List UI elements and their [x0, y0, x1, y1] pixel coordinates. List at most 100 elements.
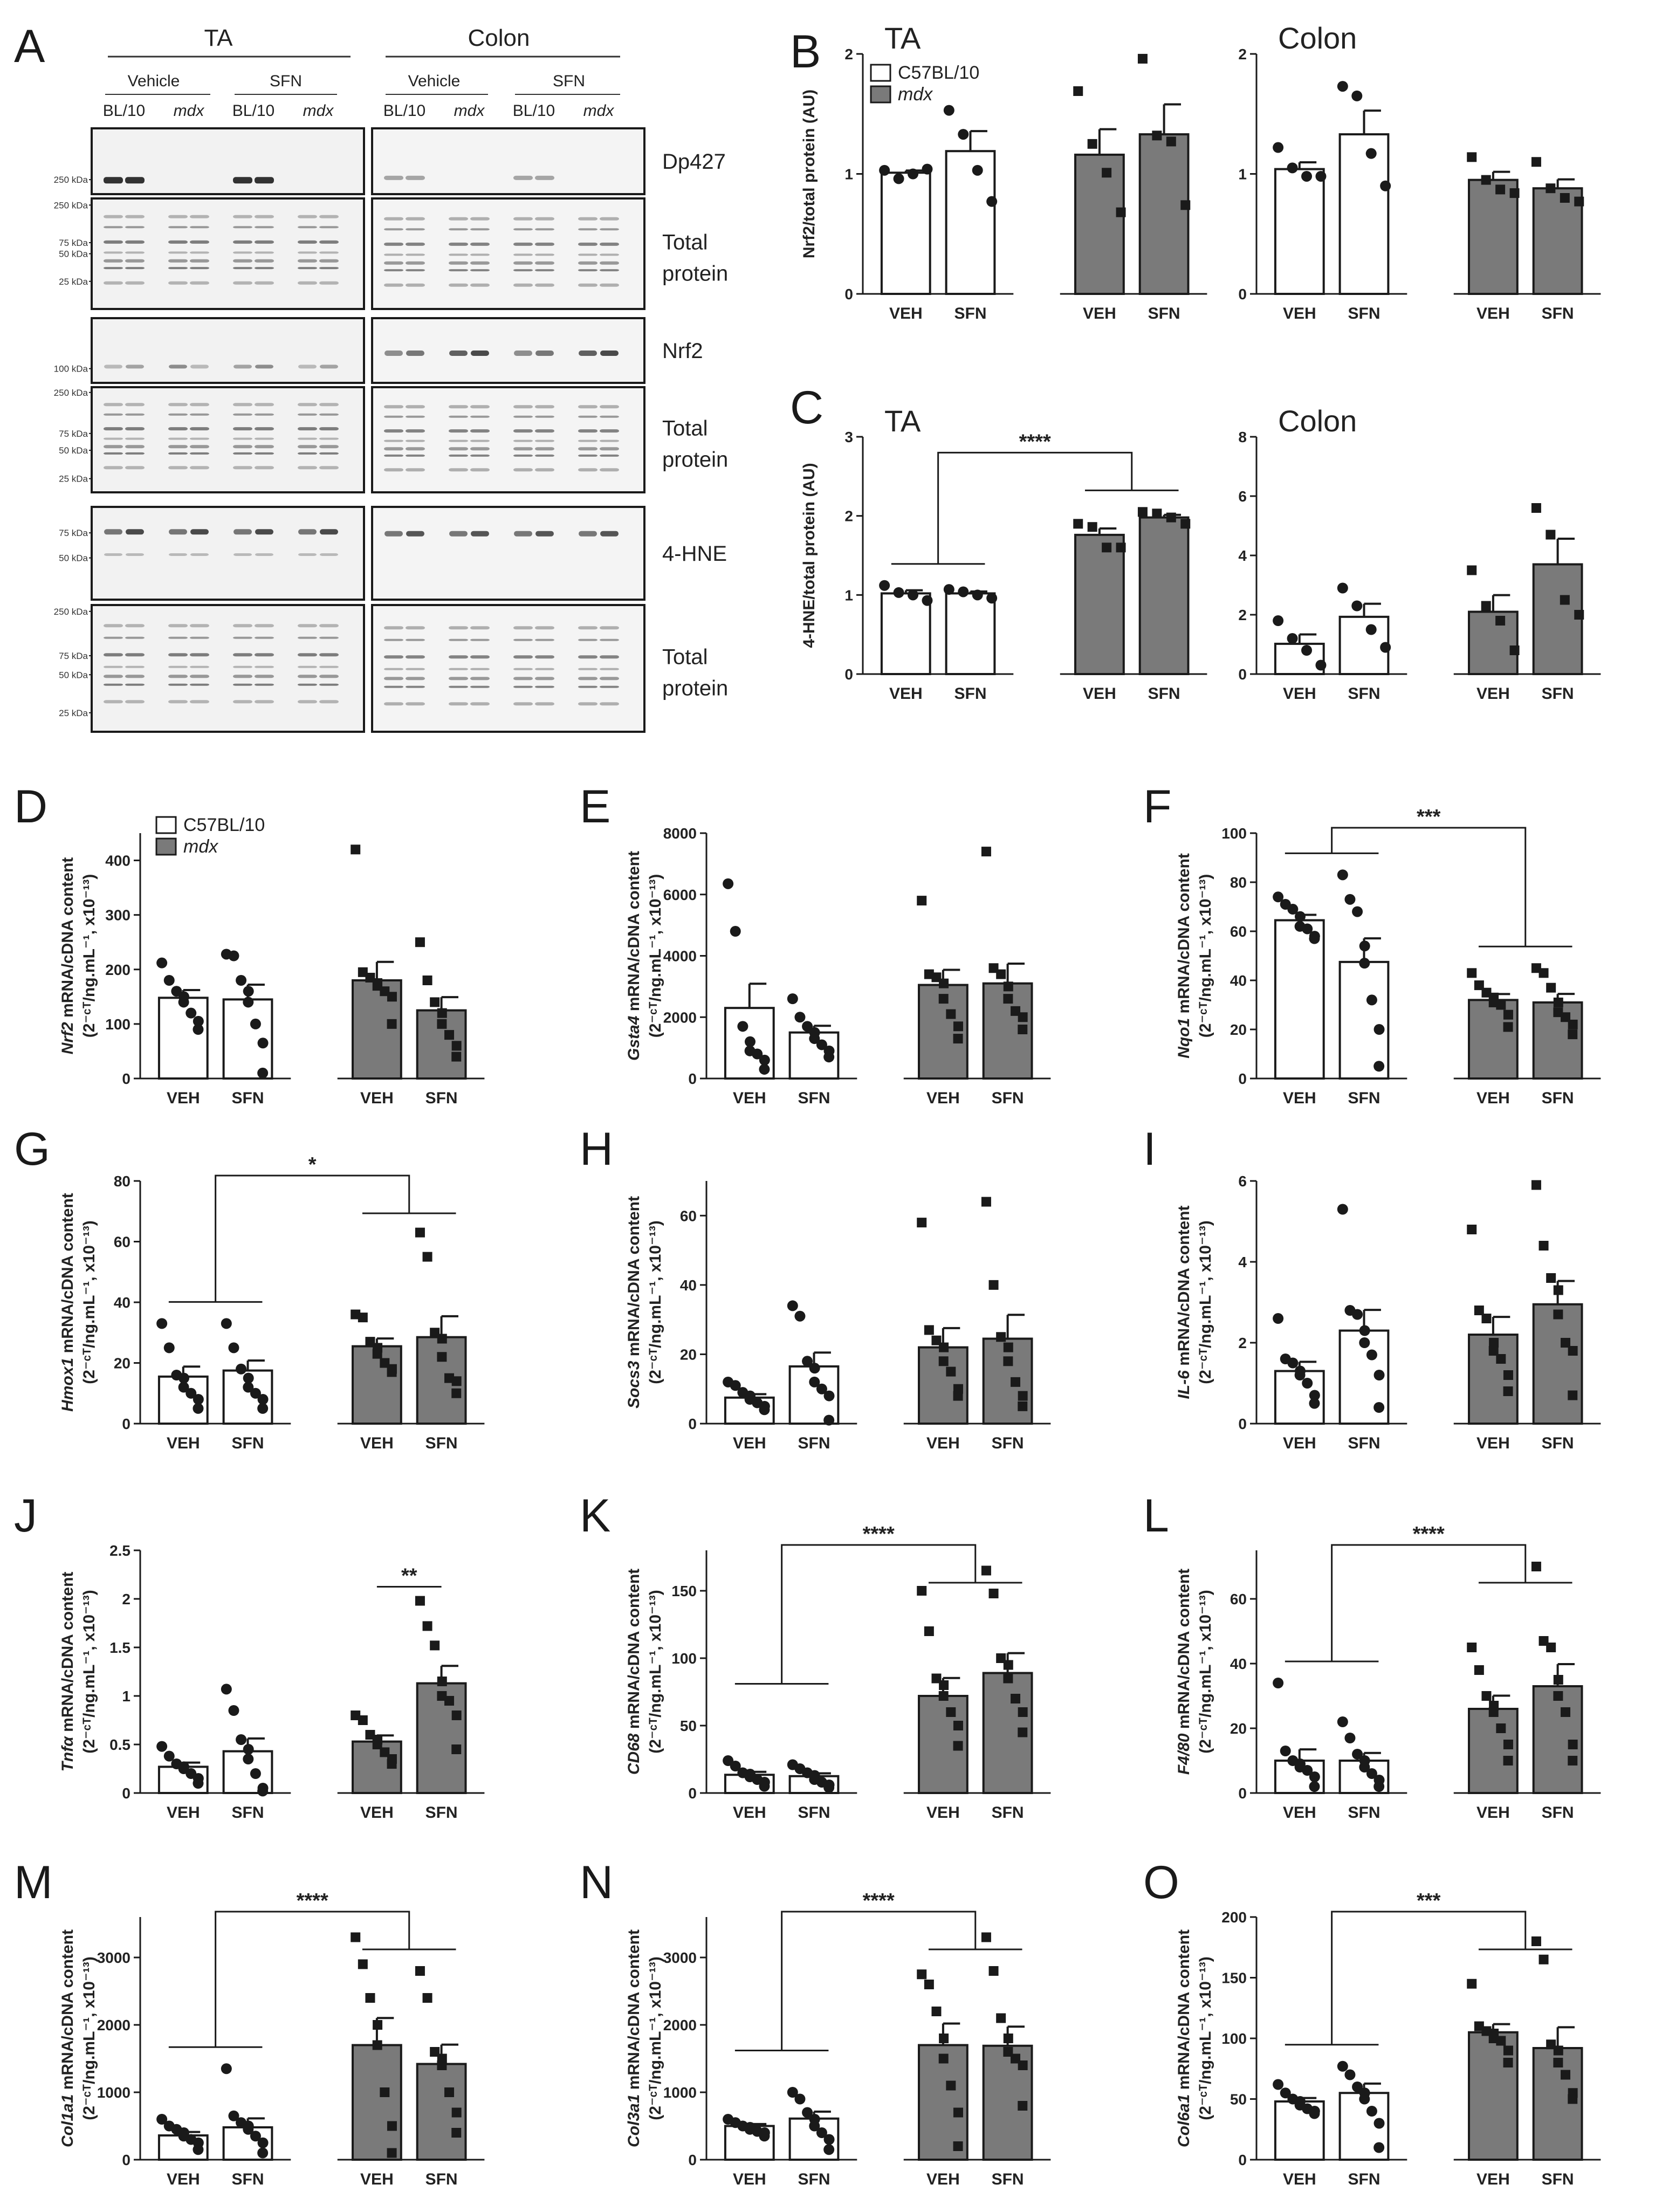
y-tick-label: 0 [1238, 2152, 1247, 2168]
blot-band [168, 437, 188, 440]
blot-band [449, 253, 468, 256]
kda-marker: 25 kDa [59, 708, 88, 718]
blot-row-label: Total [662, 231, 708, 255]
data-point [1503, 1756, 1513, 1766]
x-tick-label: VEH [167, 1804, 200, 1822]
blot-band [190, 215, 209, 218]
blot-band [233, 665, 252, 668]
blot-band [513, 415, 533, 418]
data-point [1102, 542, 1112, 553]
data-point [451, 1710, 462, 1720]
data-point [946, 1366, 956, 1377]
data-point [744, 1036, 755, 1047]
data-point [823, 1414, 835, 1426]
panel-label-o: O [1143, 1857, 1179, 1908]
y-axis-units: (2⁻ᶜᵀ/ng.mL⁻¹, x10⁻¹³) [80, 1590, 98, 1754]
y-tick-label: 60 [1230, 1591, 1247, 1608]
panel-label-e: E [580, 781, 610, 833]
data-point [823, 1782, 835, 1793]
y-axis-gene-name: F4/80 [1175, 1733, 1193, 1775]
data-point [1373, 1024, 1385, 1035]
data-point [1018, 2101, 1028, 2111]
data-point [228, 950, 239, 961]
blot-band [168, 427, 188, 431]
data-point [437, 1677, 447, 1686]
x-tick-label: VEH [1083, 685, 1116, 703]
data-point [1315, 170, 1327, 182]
x-tick-label: SFN [425, 1434, 458, 1452]
data-point [1503, 1009, 1513, 1020]
blot-band [233, 437, 252, 440]
data-point [1531, 1936, 1541, 1946]
blot-band [600, 439, 619, 442]
data-point [372, 1349, 382, 1359]
y-tick-label: 0 [1238, 666, 1247, 683]
y-axis-units: (2⁻ᶜᵀ/ng.mL⁻¹, x10⁻¹³) [647, 1590, 664, 1754]
chart-b-ta: TA 0 1 2 Nrf2/total protein (AU) VEH SFN VEH SFN [800, 21, 1207, 322]
blot-band [578, 228, 597, 231]
data-point [759, 2131, 770, 2142]
blot-band [384, 702, 403, 706]
y-axis-gene-name: Col1a1 [59, 2094, 77, 2147]
blot-band [168, 413, 188, 416]
blot-band [233, 226, 252, 229]
y-tick-label: 100 [1221, 825, 1247, 842]
blot-band [600, 228, 619, 231]
y-axis-gene-name: Socs3 [625, 1361, 643, 1409]
data-point [1273, 1313, 1284, 1324]
blot-band [600, 405, 619, 409]
blot-band [406, 531, 424, 537]
blot-band [298, 452, 317, 455]
x-tick-label: VEH [1476, 685, 1510, 703]
blot-band [406, 685, 425, 688]
y-tick-label: 40 [680, 1277, 697, 1294]
blot-band [104, 675, 123, 678]
blot-band [233, 251, 252, 254]
x-tick-label: SFN [1348, 1434, 1380, 1452]
chart-b-colon: Colon 0 1 2 VEH SFN VEH SFN [1238, 21, 1601, 322]
data-point [163, 975, 175, 986]
panel-label-l: L [1143, 1490, 1169, 1542]
blot-band [600, 685, 619, 688]
bar [1532, 187, 1583, 296]
blot-band [233, 403, 252, 407]
y-axis-label: CD68 mRNA/cDNA content [625, 1569, 643, 1775]
blot-band [471, 351, 489, 356]
blot-band [125, 215, 145, 218]
blot-band [168, 403, 188, 407]
legend-d-label-mdx: mdx [183, 836, 218, 857]
blot-band [233, 445, 252, 449]
data-point [1538, 968, 1549, 978]
x-tick-label: VEH [1283, 1089, 1316, 1107]
blot-band [513, 242, 533, 246]
blot-band [190, 413, 209, 416]
data-point [1294, 1370, 1306, 1380]
bar [1532, 1303, 1583, 1425]
blot-band [470, 283, 490, 287]
blot-band [470, 655, 490, 659]
y-tick-label: 6000 [663, 887, 697, 903]
significance-label: **** [863, 1890, 895, 1912]
blot-band [233, 215, 252, 218]
blot-band [255, 665, 274, 668]
data-point [1152, 130, 1162, 141]
blot-band [319, 665, 339, 668]
data-point [1496, 1723, 1506, 1733]
y-tick-label: 0 [844, 286, 853, 303]
blot-band [579, 351, 597, 356]
data-point [752, 1048, 763, 1060]
data-point [1003, 994, 1013, 1004]
data-point [1538, 1241, 1549, 1251]
data-point [243, 1754, 254, 1764]
data-point [1481, 987, 1492, 998]
data-point [437, 2060, 447, 2070]
data-point [908, 168, 919, 180]
blot-band [168, 226, 188, 229]
data-point [1509, 645, 1520, 655]
panel-label-h: H [580, 1123, 613, 1175]
blot-band [535, 351, 554, 356]
data-point [794, 1012, 806, 1023]
data-point [981, 847, 991, 857]
blot-box-colon [371, 197, 645, 310]
kda-marker: 250 kDa [54, 388, 88, 398]
